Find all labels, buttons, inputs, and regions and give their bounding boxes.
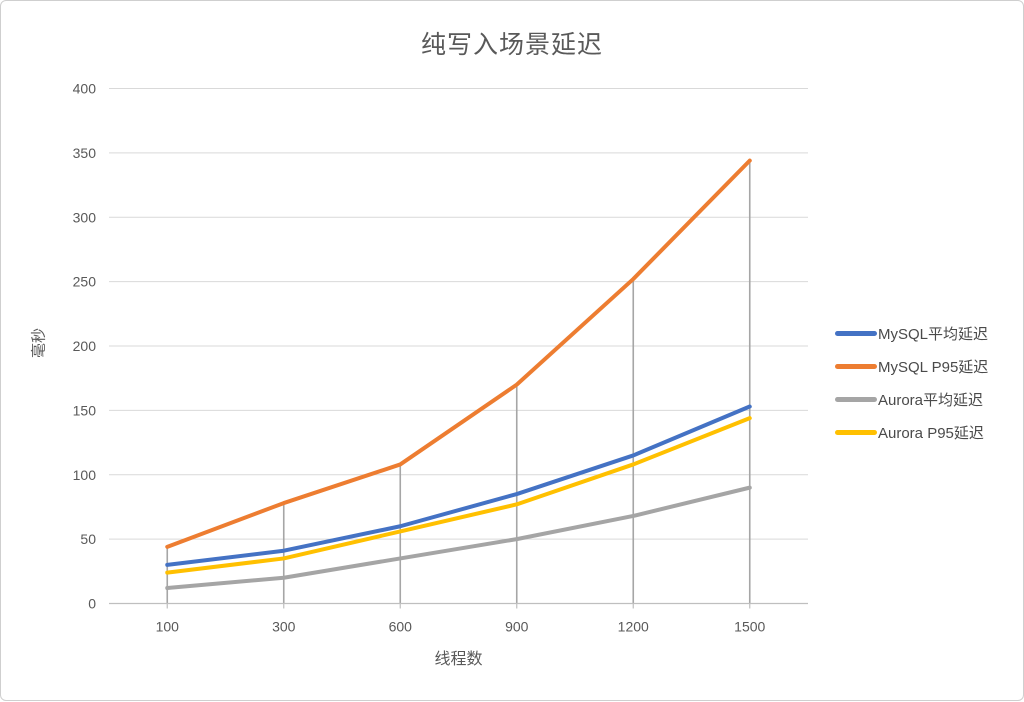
legend-item: MySQL平均延迟: [835, 323, 988, 344]
svg-text:50: 50: [80, 531, 96, 547]
chart-title: 纯写入场景延迟: [420, 31, 603, 59]
y-tick-labels: 0 50 100 150 200 250 300 350 400: [73, 81, 97, 612]
legend-line-swatch-icon: [835, 430, 877, 435]
series-line-3: [165, 416, 752, 575]
legend-item: Aurora平均延迟: [835, 389, 988, 410]
x-axis-title: 线程数: [434, 651, 483, 668]
x-axis: [109, 602, 808, 609]
legend-label: MySQL平均延迟: [878, 326, 989, 343]
legend: MySQL平均延迟 MySQL P95延迟 Aurora平均延迟 Aurora …: [835, 323, 988, 443]
legend-line-swatch-icon: [835, 364, 877, 369]
svg-text:1200: 1200: [618, 619, 649, 635]
x-tick-labels: 100 300 600 900 1200 1500: [156, 619, 766, 635]
svg-text:100: 100: [73, 467, 97, 483]
svg-text:900: 900: [505, 619, 529, 635]
legend-line-swatch-icon: [835, 331, 877, 336]
svg-text:0: 0: [88, 596, 96, 612]
svg-text:150: 150: [73, 402, 97, 418]
svg-text:350: 350: [73, 145, 97, 161]
legend-item: Aurora P95延迟: [835, 422, 988, 443]
svg-text:250: 250: [73, 274, 97, 290]
series-lines: [165, 158, 752, 591]
gridlines: [109, 88, 808, 540]
legend-label: MySQL P95延迟: [878, 359, 989, 376]
svg-text:300: 300: [272, 619, 296, 635]
drop-lines: [166, 160, 751, 604]
series-line-2: [165, 485, 752, 591]
svg-text:400: 400: [73, 81, 97, 97]
svg-text:200: 200: [73, 338, 97, 354]
svg-text:100: 100: [156, 619, 180, 635]
legend-item: MySQL P95延迟: [835, 356, 988, 377]
series-line-1: [165, 158, 752, 549]
legend-label: Aurora P95延迟: [878, 425, 984, 442]
svg-text:1500: 1500: [734, 619, 765, 635]
series-line-0: [165, 404, 752, 567]
legend-line-swatch-icon: [835, 397, 877, 402]
legend-label: Aurora平均延迟: [878, 392, 984, 409]
svg-text:300: 300: [73, 209, 97, 225]
svg-text:600: 600: [389, 619, 413, 635]
